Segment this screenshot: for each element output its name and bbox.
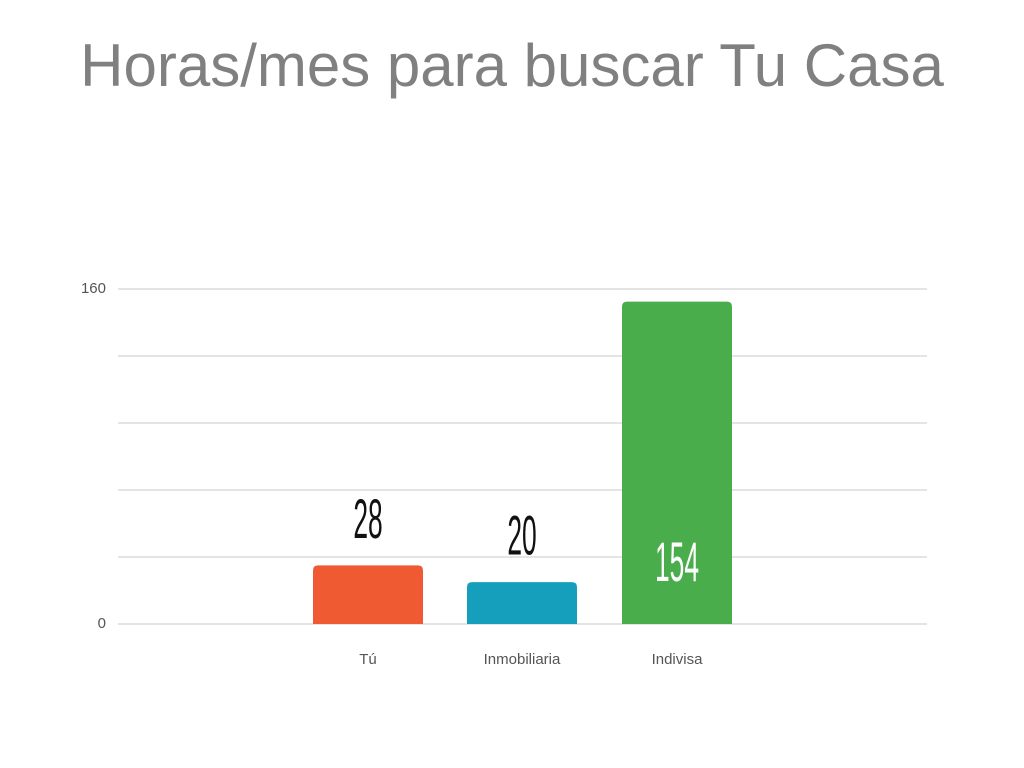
value-label: 154: [655, 533, 699, 594]
bar: [622, 301, 732, 624]
bar: [467, 582, 577, 624]
bar: [313, 565, 423, 624]
x-tick-label: Inmobiliaria: [484, 651, 561, 668]
x-tick-label: Indivisa: [652, 651, 704, 668]
x-tick-label: Tú: [359, 651, 377, 668]
value-label: 20: [507, 506, 536, 567]
chart-title: Horas/mes para buscar Tu Casa: [80, 32, 944, 99]
value-label: 28: [353, 489, 382, 550]
y-tick-label: 0: [98, 615, 106, 632]
y-tick-label: 160: [81, 280, 106, 297]
